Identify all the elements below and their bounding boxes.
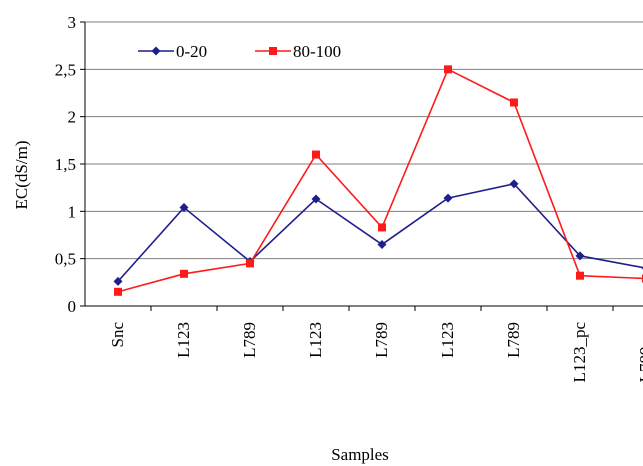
y-tick-label: 1,5 <box>55 155 76 174</box>
data-point <box>509 179 519 189</box>
data-point <box>113 276 123 286</box>
x-tick-label: L789 <box>504 322 523 358</box>
x-tick-label: L123_pc <box>570 322 589 383</box>
legend-label: 80-100 <box>293 42 341 61</box>
y-tick-label: 3 <box>68 13 77 32</box>
data-point <box>377 239 387 249</box>
x-tick-label: L123 <box>438 322 457 358</box>
grid-lines <box>85 21 643 260</box>
legend-marker <box>151 46 161 56</box>
series <box>113 65 643 296</box>
y-tick-label: 2,5 <box>55 60 76 79</box>
legend-label: 0-20 <box>176 42 207 61</box>
data-point <box>576 271 584 280</box>
x-tick-label: L789 <box>240 322 259 358</box>
legend-item: 0-20 <box>138 42 207 61</box>
x-tick-label: L789_pc <box>636 322 643 383</box>
x-tick-label: Snc <box>108 322 127 348</box>
data-point <box>179 203 189 213</box>
legend: 0-20 80-100 <box>138 42 341 61</box>
data-point <box>443 193 453 203</box>
data-point <box>311 194 321 204</box>
y-axis-label: EC(dS/m) <box>12 141 31 210</box>
data-point <box>575 251 585 261</box>
legend-item: 80-100 <box>255 42 341 61</box>
y-tick-label: 0 <box>68 297 77 316</box>
y-tick-label: 2 <box>68 108 77 127</box>
legend-marker <box>269 47 277 55</box>
y-tick-label: 0,5 <box>55 250 76 269</box>
data-point <box>444 65 452 74</box>
data-point <box>312 150 320 159</box>
x-axis-label: Samples <box>331 445 389 464</box>
data-point <box>180 269 188 278</box>
y-tick-label: 1 <box>68 202 77 221</box>
series-2 <box>114 65 643 296</box>
y-tick-labels: 0 0,5 1 1,5 2 2,5 3 <box>55 13 85 316</box>
x-tick-labels: Snc L123 L789 L123 L789 L123 L789 L123_pc L789_p… <box>108 306 643 382</box>
x-tick-label: L123 <box>174 322 193 358</box>
x-tick-label: L789 <box>372 322 391 358</box>
data-point <box>378 223 386 232</box>
data-point <box>114 287 122 296</box>
data-point <box>510 98 518 107</box>
data-point <box>246 259 254 268</box>
x-tick-label: L123 <box>306 322 325 358</box>
